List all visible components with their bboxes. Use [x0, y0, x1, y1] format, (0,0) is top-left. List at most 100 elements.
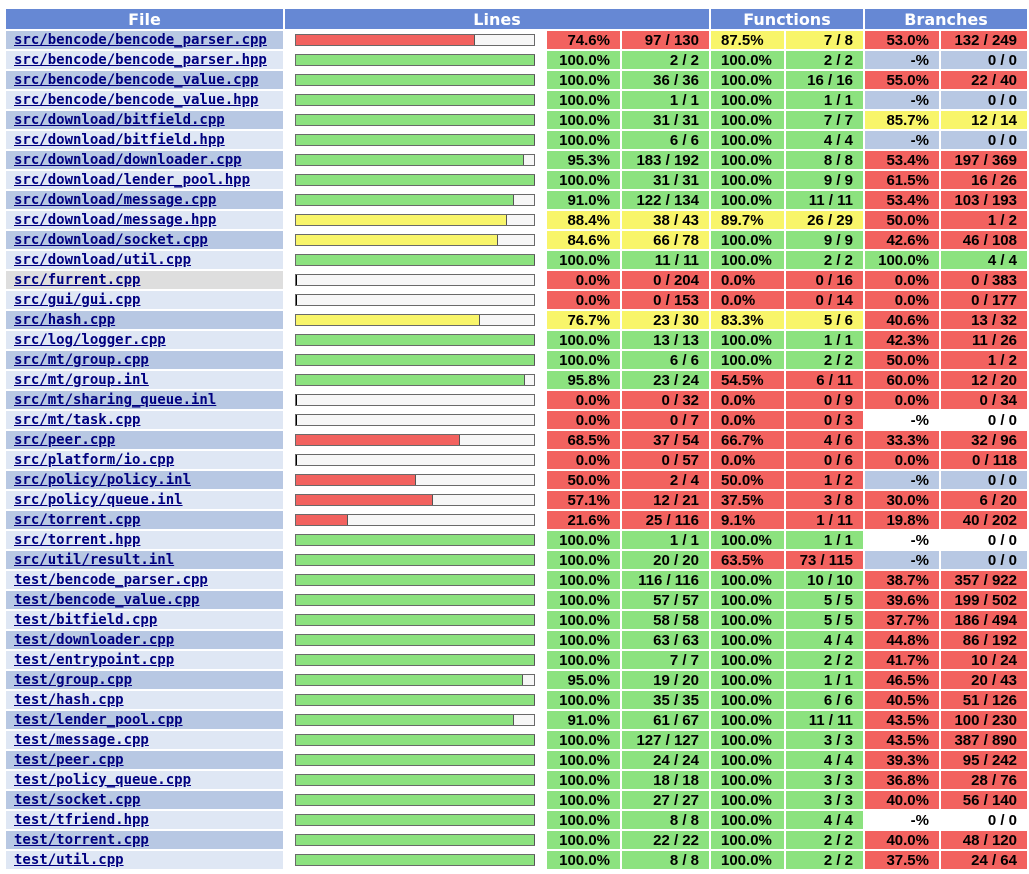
- file-link[interactable]: src/bencode/bencode_parser.cpp: [14, 32, 267, 48]
- line-percent: 100.0%: [547, 851, 620, 869]
- file-link[interactable]: src/furrent.cpp: [14, 272, 141, 288]
- file-link[interactable]: src/platform/io.cpp: [14, 452, 175, 468]
- file-link[interactable]: test/socket.cpp: [14, 792, 141, 808]
- file-link[interactable]: test/torrent.cpp: [14, 832, 149, 848]
- file-link[interactable]: test/util.cpp: [14, 852, 124, 868]
- file-link[interactable]: src/download/message.cpp: [14, 192, 217, 208]
- file-link[interactable]: test/hash.cpp: [14, 692, 124, 708]
- file-link[interactable]: src/policy/queue.inl: [14, 492, 183, 508]
- function-count: 73 / 115: [786, 551, 863, 569]
- file-link[interactable]: src/download/downloader.cpp: [14, 152, 242, 168]
- coverage-bar-track: [295, 134, 535, 146]
- file-link[interactable]: test/lender_pool.cpp: [14, 712, 183, 728]
- coverage-bar-track: [295, 714, 535, 726]
- file-link[interactable]: test/bencode_value.cpp: [14, 592, 200, 608]
- branch-count: 48 / 120: [941, 831, 1027, 849]
- file-link[interactable]: test/tfriend.hpp: [14, 812, 149, 828]
- function-count: 0 / 6: [786, 451, 863, 469]
- line-coverage-bar: [285, 151, 545, 169]
- line-coverage-bar: [285, 651, 545, 669]
- file-link[interactable]: src/bencode/bencode_value.cpp: [14, 72, 259, 88]
- coverage-bar-fill: [296, 175, 535, 185]
- file-link[interactable]: src/download/bitfield.hpp: [14, 132, 225, 148]
- line-count: 116 / 116: [622, 571, 709, 589]
- coverage-bar-track: [295, 634, 535, 646]
- file-link[interactable]: src/gui/gui.cpp: [14, 292, 141, 308]
- line-coverage-bar: [285, 351, 545, 369]
- coverage-bar-track: [295, 434, 535, 446]
- function-percent: 100.0%: [711, 51, 784, 69]
- line-count: 23 / 30: [622, 311, 709, 329]
- branch-count: 4 / 4: [941, 251, 1027, 269]
- file-link[interactable]: src/download/lender_pool.hpp: [14, 172, 251, 188]
- line-coverage-bar: [285, 211, 545, 229]
- line-percent: 100.0%: [547, 611, 620, 629]
- file-link[interactable]: src/policy/policy.inl: [14, 472, 192, 488]
- file-link[interactable]: src/torrent.cpp: [14, 512, 141, 528]
- line-percent: 0.0%: [547, 271, 620, 289]
- line-percent: 100.0%: [547, 171, 620, 189]
- file-link[interactable]: test/bitfield.cpp: [14, 612, 158, 628]
- file-link[interactable]: test/policy_queue.cpp: [14, 772, 192, 788]
- coverage-bar-fill: [296, 675, 524, 685]
- function-count: 2 / 2: [786, 51, 863, 69]
- coverage-bar-fill: [296, 55, 535, 65]
- table-row: src/gui/gui.cpp 0.0% 0 / 153 0.0% 0 / 14 0.0%…: [6, 291, 1027, 309]
- file-cell: src/download/bitfield.cpp: [6, 111, 283, 129]
- file-link[interactable]: src/torrent.hpp: [14, 532, 141, 548]
- file-header[interactable]: File: [6, 9, 283, 29]
- function-percent: 100.0%: [711, 531, 784, 549]
- table-row: src/policy/policy.inl 50.0% 2 / 4 50.0% 1 / …: [6, 471, 1027, 489]
- line-coverage-bar: [285, 311, 545, 329]
- branch-percent: 100.0%: [865, 251, 939, 269]
- file-link[interactable]: src/download/socket.cpp: [14, 232, 208, 248]
- file-link[interactable]: test/entrypoint.cpp: [14, 652, 175, 668]
- table-row: src/download/downloader.cpp 95.3% 183 / 19…: [6, 151, 1027, 169]
- branch-count: 56 / 140: [941, 791, 1027, 809]
- coverage-bar-track: [295, 294, 535, 306]
- line-percent: 0.0%: [547, 391, 620, 409]
- line-percent: 100.0%: [547, 591, 620, 609]
- file-link[interactable]: src/mt/task.cpp: [14, 412, 141, 428]
- branch-count: 0 / 0: [941, 411, 1027, 429]
- function-count: 3 / 3: [786, 731, 863, 749]
- table-row: src/mt/task.cpp 0.0% 0 / 7 0.0% 0 / 3 -% 0 / 0: [6, 411, 1027, 429]
- file-link[interactable]: src/mt/group.inl: [14, 372, 149, 388]
- file-link[interactable]: src/bencode/bencode_value.hpp: [14, 92, 259, 108]
- line-coverage-bar: [285, 251, 545, 269]
- file-link[interactable]: src/mt/group.cpp: [14, 352, 149, 368]
- file-link[interactable]: test/downloader.cpp: [14, 632, 175, 648]
- file-link[interactable]: test/bencode_parser.cpp: [14, 572, 208, 588]
- coverage-bar-track: [295, 514, 535, 526]
- file-cell: src/download/downloader.cpp: [6, 151, 283, 169]
- function-count: 4 / 4: [786, 131, 863, 149]
- file-link[interactable]: src/mt/sharing_queue.inl: [14, 392, 217, 408]
- branch-percent: 42.6%: [865, 231, 939, 249]
- file-link[interactable]: src/peer.cpp: [14, 432, 116, 448]
- branch-percent: 0.0%: [865, 271, 939, 289]
- line-percent: 100.0%: [547, 631, 620, 649]
- file-link[interactable]: src/hash.cpp: [14, 312, 116, 328]
- file-link[interactable]: test/peer.cpp: [14, 752, 124, 768]
- line-percent: 100.0%: [547, 571, 620, 589]
- file-link[interactable]: src/log/logger.cpp: [14, 332, 166, 348]
- file-link[interactable]: src/download/util.cpp: [14, 252, 192, 268]
- table-row: src/bencode/bencode_value.hpp 100.0% 1 / 1…: [6, 91, 1027, 109]
- line-percent: 88.4%: [547, 211, 620, 229]
- line-percent: 95.0%: [547, 671, 620, 689]
- branches-header[interactable]: Branches: [865, 9, 1027, 29]
- file-link[interactable]: test/message.cpp: [14, 732, 149, 748]
- file-link[interactable]: src/util/result.inl: [14, 552, 175, 568]
- table-row: src/download/bitfield.hpp 100.0% 6 / 6 100.…: [6, 131, 1027, 149]
- lines-header[interactable]: Lines: [285, 9, 709, 29]
- file-link[interactable]: test/group.cpp: [14, 672, 133, 688]
- file-link[interactable]: src/download/message.hpp: [14, 212, 217, 228]
- function-count: 26 / 29: [786, 211, 863, 229]
- line-count: 63 / 63: [622, 631, 709, 649]
- table-row: src/download/bitfield.cpp 100.0% 31 / 31 10…: [6, 111, 1027, 129]
- file-link[interactable]: src/download/bitfield.cpp: [14, 112, 225, 128]
- line-count: 2 / 4: [622, 471, 709, 489]
- branch-percent: 53.4%: [865, 191, 939, 209]
- functions-header[interactable]: Functions: [711, 9, 863, 29]
- file-link[interactable]: src/bencode/bencode_parser.hpp: [14, 52, 267, 68]
